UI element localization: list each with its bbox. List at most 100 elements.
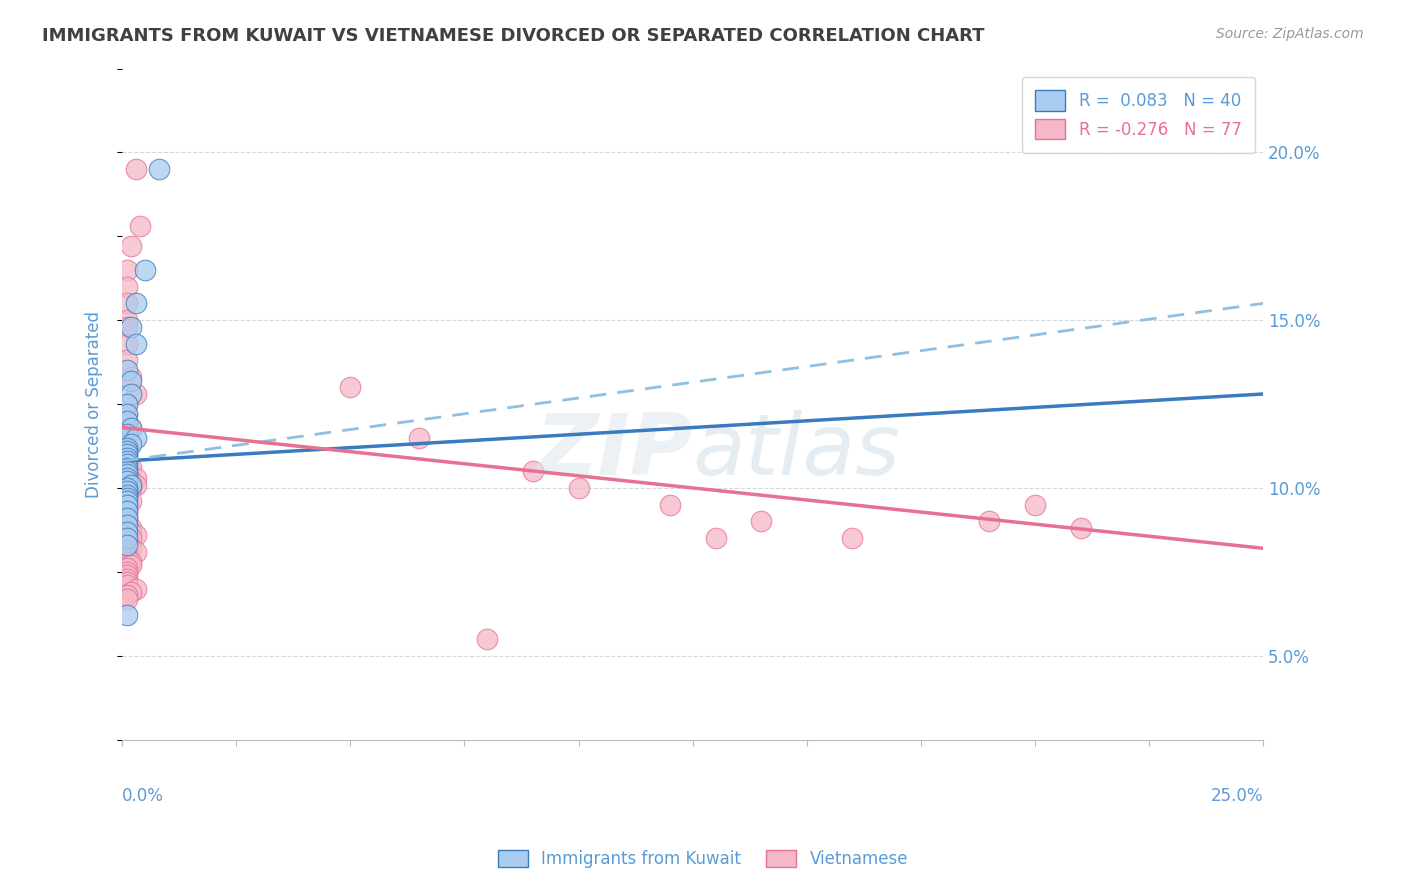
Point [115,504,138,518]
Point [115,454,138,468]
Point [120,420,142,434]
Point [115,501,138,516]
Point [115,450,138,465]
Point [115,508,138,522]
Point [115,574,138,589]
Point [115,464,138,478]
Point [658,498,681,512]
Point [115,568,138,582]
Point [115,460,138,475]
Point [1070,521,1092,535]
Point [115,458,138,472]
Point [115,464,138,478]
Point [115,279,138,293]
Point [749,515,772,529]
Point [125,336,148,351]
Point [120,524,142,539]
Point [115,572,138,586]
Point [704,531,727,545]
Point [120,494,142,508]
Point [125,582,148,596]
Text: ZIP: ZIP [536,409,693,492]
Point [115,441,138,455]
Text: Source: ZipAtlas.com: Source: ZipAtlas.com [1216,27,1364,41]
Point [115,414,138,428]
Point [115,441,138,455]
Point [120,481,142,495]
Point [115,491,138,505]
Point [120,437,142,451]
Point [115,353,138,368]
Point [115,407,138,421]
Point [115,444,138,458]
Point [115,538,138,552]
Point [115,491,138,505]
Point [125,471,148,485]
Point [120,541,142,556]
Point [115,319,138,334]
Point [115,548,138,562]
Point [115,414,138,428]
Point [115,296,138,310]
Point [115,447,138,461]
Point [115,561,138,575]
Point [115,397,138,411]
Point [115,467,138,482]
Legend: Immigrants from Kuwait, Vietnamese: Immigrants from Kuwait, Vietnamese [491,843,915,875]
Point [115,431,138,445]
Point [115,454,138,468]
Point [115,488,138,502]
Point [134,263,156,277]
Point [115,263,138,277]
Point [979,515,1001,529]
Point [115,481,138,495]
Point [115,517,138,532]
Point [115,534,138,549]
Point [522,464,544,478]
Point [120,477,142,491]
Point [125,477,148,491]
Point [567,481,589,495]
Text: 0.0%: 0.0% [122,787,165,805]
Point [115,474,138,488]
Point [408,431,430,445]
Point [115,531,138,545]
Point [148,162,170,177]
Point [120,460,142,475]
Point [120,531,142,545]
Point [120,585,142,599]
Point [120,387,142,401]
Point [120,558,142,573]
Point [115,498,138,512]
Point [120,474,142,488]
Point [125,431,148,445]
Point [115,488,138,502]
Point [115,427,138,442]
Point [115,336,138,351]
Point [115,515,138,529]
Text: IMMIGRANTS FROM KUWAIT VS VIETNAMESE DIVORCED OR SEPARATED CORRELATION CHART: IMMIGRANTS FROM KUWAIT VS VIETNAMESE DIV… [42,27,984,45]
Point [115,313,138,327]
Point [115,504,138,518]
Point [120,555,142,569]
Point [120,370,142,384]
Point [120,521,142,535]
Point [115,471,138,485]
Point [115,450,138,465]
Point [841,531,863,545]
Point [115,565,138,579]
Point [115,591,138,606]
Point [339,380,361,394]
Point [115,484,138,499]
Y-axis label: Divorced or Separated: Divorced or Separated [86,310,103,498]
Point [115,578,138,592]
Point [115,517,138,532]
Point [125,296,148,310]
Point [115,444,138,458]
Point [115,437,138,451]
Point [115,511,138,525]
Point [115,427,138,442]
Point [115,511,138,525]
Point [115,588,138,602]
Point [115,538,138,552]
